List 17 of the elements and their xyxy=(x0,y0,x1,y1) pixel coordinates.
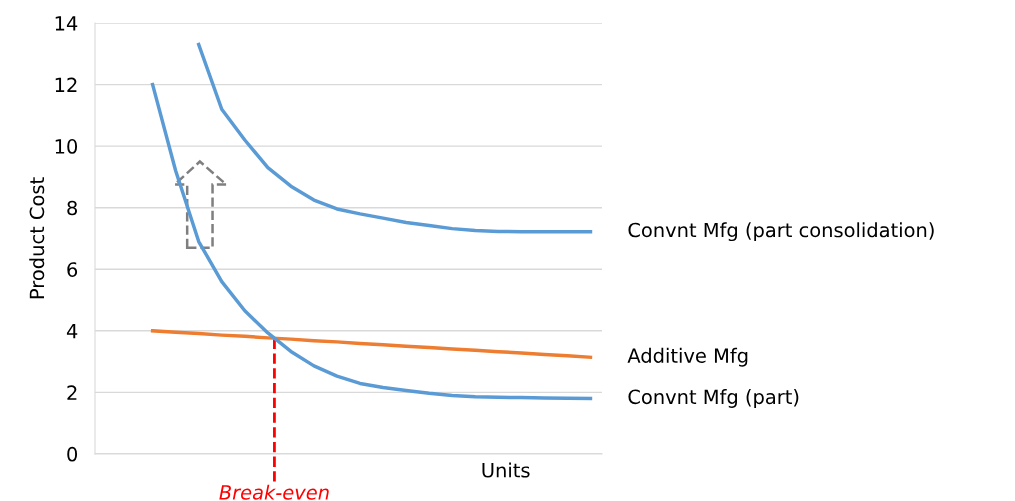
y-axis-title: Product Cost xyxy=(29,177,45,299)
series-label: Additive Mfg xyxy=(627,347,748,367)
line-series xyxy=(196,42,593,234)
y-tick-label: 0 xyxy=(67,446,78,462)
y-tick-label: 14 xyxy=(55,16,78,31)
y-tick-label: 8 xyxy=(67,200,78,216)
line-series xyxy=(150,82,593,401)
y-tick-label: 10 xyxy=(55,139,78,154)
y-tick-label: 6 xyxy=(67,262,78,277)
y-tick-label: 4 xyxy=(66,324,78,339)
line-series xyxy=(150,329,593,360)
series-label: Convnt Mfg (part consolidation) xyxy=(628,222,934,242)
y-tick-label: 12 xyxy=(55,77,77,92)
series-label: Convnt Mfg (part) xyxy=(628,389,799,408)
x-axis-title: Units xyxy=(482,462,530,478)
y-tick-label: 2 xyxy=(67,385,77,400)
annotation: Break-even xyxy=(219,484,329,500)
